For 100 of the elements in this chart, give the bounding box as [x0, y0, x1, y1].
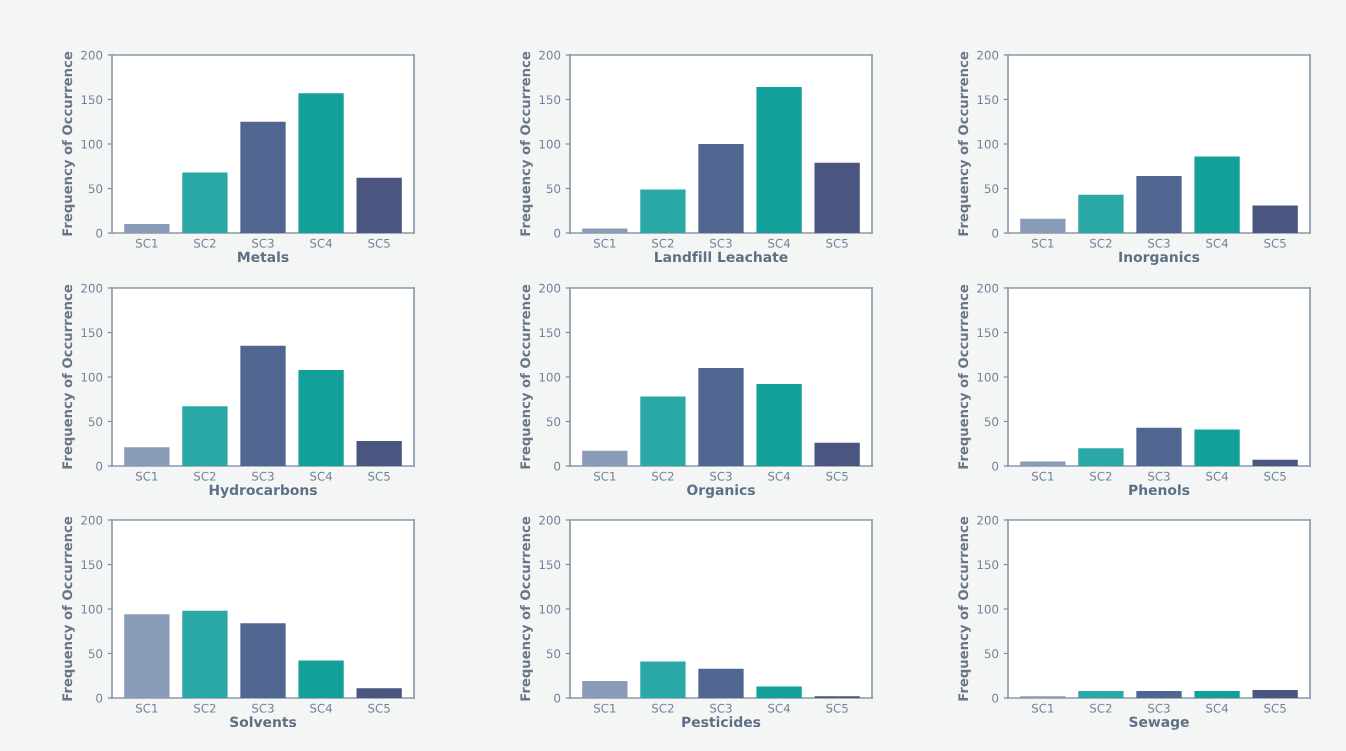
bar [182, 172, 228, 233]
bar [182, 610, 228, 698]
x-tick-label: SC3 [1148, 238, 1170, 248]
y-tick-label: 100 [977, 139, 999, 149]
bar [1020, 218, 1066, 233]
x-tick-label: SC4 [1206, 238, 1229, 248]
y-tick-label: 200 [539, 283, 561, 293]
y-tick-label: 100 [539, 372, 561, 382]
x-axis-title: Organics [687, 484, 755, 498]
x-tick-label: SC2 [1090, 238, 1112, 248]
y-tick-label: 0 [96, 461, 103, 471]
y-tick-label: 200 [81, 283, 103, 293]
bar [582, 681, 628, 698]
bar [298, 660, 344, 698]
x-tick-label: SC5 [1264, 703, 1286, 713]
x-axis-title: Hydrocarbons [209, 484, 317, 498]
bar [756, 686, 802, 698]
y-tick-label: 200 [81, 50, 103, 60]
x-tick-label: SC4 [768, 703, 791, 713]
x-tick-label: SC5 [368, 238, 390, 248]
y-axis-title: Frequency of Occurrence [62, 516, 75, 701]
bar [698, 668, 744, 698]
y-tick-label: 150 [539, 328, 561, 338]
y-tick-label: 200 [539, 50, 561, 60]
x-tick-label: SC1 [136, 703, 158, 713]
bar [1194, 156, 1240, 233]
bar [814, 442, 860, 466]
y-tick-label: 150 [977, 328, 999, 338]
y-tick-label: 0 [992, 228, 999, 238]
y-axis-title: Frequency of Occurrence [520, 516, 533, 701]
x-tick-label: SC2 [652, 238, 674, 248]
bar [1136, 176, 1182, 233]
x-axis-title: Inorganics [1119, 251, 1200, 265]
bar [356, 441, 402, 466]
x-tick-label: SC4 [310, 238, 333, 248]
y-axis-title: Frequency of Occurrence [62, 284, 75, 469]
x-axis-title: Phenols [1129, 484, 1190, 496]
x-axis-title: Metals [238, 251, 289, 263]
x-axis-title: Landfill Leachate [655, 251, 788, 263]
x-tick-label: SC3 [710, 703, 732, 713]
bar [298, 369, 344, 466]
x-tick-label: SC1 [136, 238, 158, 248]
x-tick-label: SC1 [1032, 471, 1054, 481]
bar [640, 189, 686, 233]
x-tick-label: SC3 [252, 238, 274, 248]
x-tick-label: SC1 [136, 471, 158, 481]
y-axis-title: Frequency of Occurrence [520, 51, 533, 236]
bar [814, 162, 860, 233]
y-axis-title: Frequency of Occurrence [520, 284, 533, 469]
x-tick-label: SC4 [768, 238, 791, 248]
y-tick-label: 150 [977, 95, 999, 105]
y-axis-title: Frequency of Occurrence [62, 51, 75, 236]
y-tick-label: 100 [539, 604, 561, 614]
x-axis-title: Solvents [230, 716, 297, 728]
bar [698, 144, 744, 233]
x-tick-label: SC2 [1090, 703, 1112, 713]
bar [582, 450, 628, 466]
y-tick-label: 200 [977, 515, 999, 525]
bar [298, 93, 344, 233]
x-tick-label: SC3 [252, 703, 274, 713]
bar [698, 368, 744, 466]
x-tick-label: SC5 [1264, 238, 1286, 248]
bar [240, 345, 286, 466]
x-tick-label: SC1 [594, 238, 616, 248]
y-tick-label: 0 [992, 461, 999, 471]
x-tick-label: SC5 [826, 703, 848, 713]
y-tick-label: 150 [977, 560, 999, 570]
x-tick-label: SC4 [310, 471, 333, 481]
x-tick-label: SC4 [1206, 703, 1229, 713]
x-tick-label: SC5 [826, 471, 848, 481]
y-tick-label: 0 [96, 693, 103, 703]
y-tick-label: 200 [81, 515, 103, 525]
y-tick-label: 150 [539, 95, 561, 105]
y-tick-label: 50 [984, 184, 999, 194]
y-tick-label: 50 [984, 417, 999, 427]
x-tick-label: SC1 [1032, 703, 1054, 713]
y-tick-label: 100 [977, 604, 999, 614]
bar [1136, 427, 1182, 466]
bar [356, 177, 402, 233]
bar [640, 661, 686, 698]
bar [756, 87, 802, 233]
bar [182, 406, 228, 466]
y-tick-label: 150 [81, 560, 103, 570]
x-axis-title: Pesticides [682, 716, 761, 728]
y-axis-title: Frequency of Occurrence [958, 51, 971, 236]
bar [240, 623, 286, 698]
y-tick-label: 150 [81, 95, 103, 105]
bar [756, 384, 802, 466]
bar [1252, 459, 1298, 466]
y-tick-label: 150 [539, 560, 561, 570]
x-tick-label: SC1 [594, 471, 616, 481]
y-tick-label: 100 [81, 139, 103, 149]
y-tick-label: 50 [546, 184, 561, 194]
x-tick-label: SC5 [368, 703, 390, 713]
x-axis-title: Sewage [1129, 716, 1189, 730]
x-tick-label: SC2 [1090, 471, 1112, 481]
x-tick-label: SC1 [1032, 238, 1054, 248]
y-axis-title: Frequency of Occurrence [958, 284, 971, 469]
y-tick-label: 0 [554, 693, 561, 703]
y-tick-label: 150 [81, 328, 103, 338]
